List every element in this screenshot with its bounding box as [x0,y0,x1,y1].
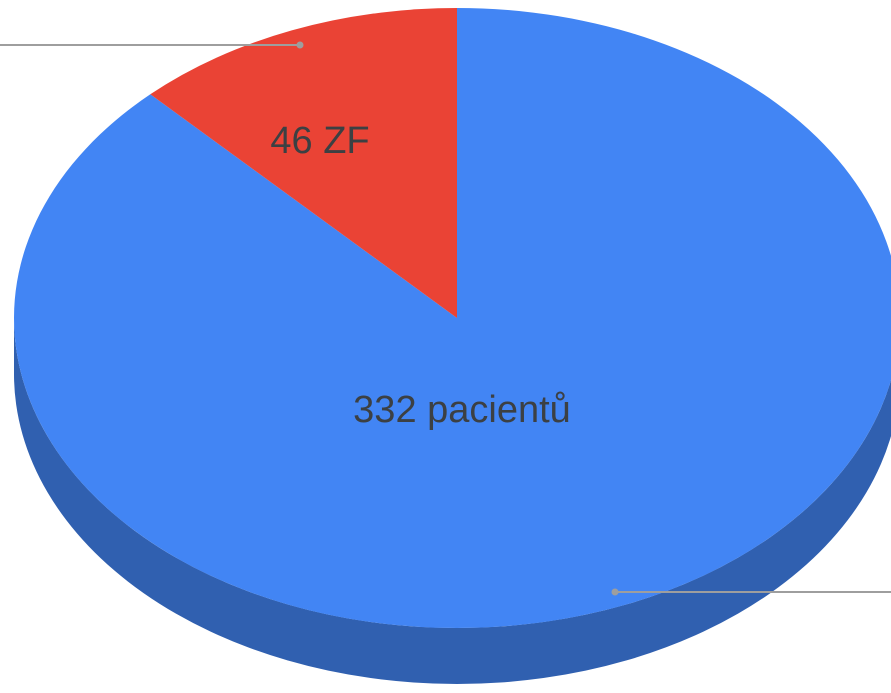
leader-dot [296,41,304,49]
data-label: 332 pacientů [353,389,571,431]
data-label: 46 ZF [270,120,369,162]
slice [150,7,457,318]
slice [14,8,891,628]
leader-dot [611,588,619,596]
